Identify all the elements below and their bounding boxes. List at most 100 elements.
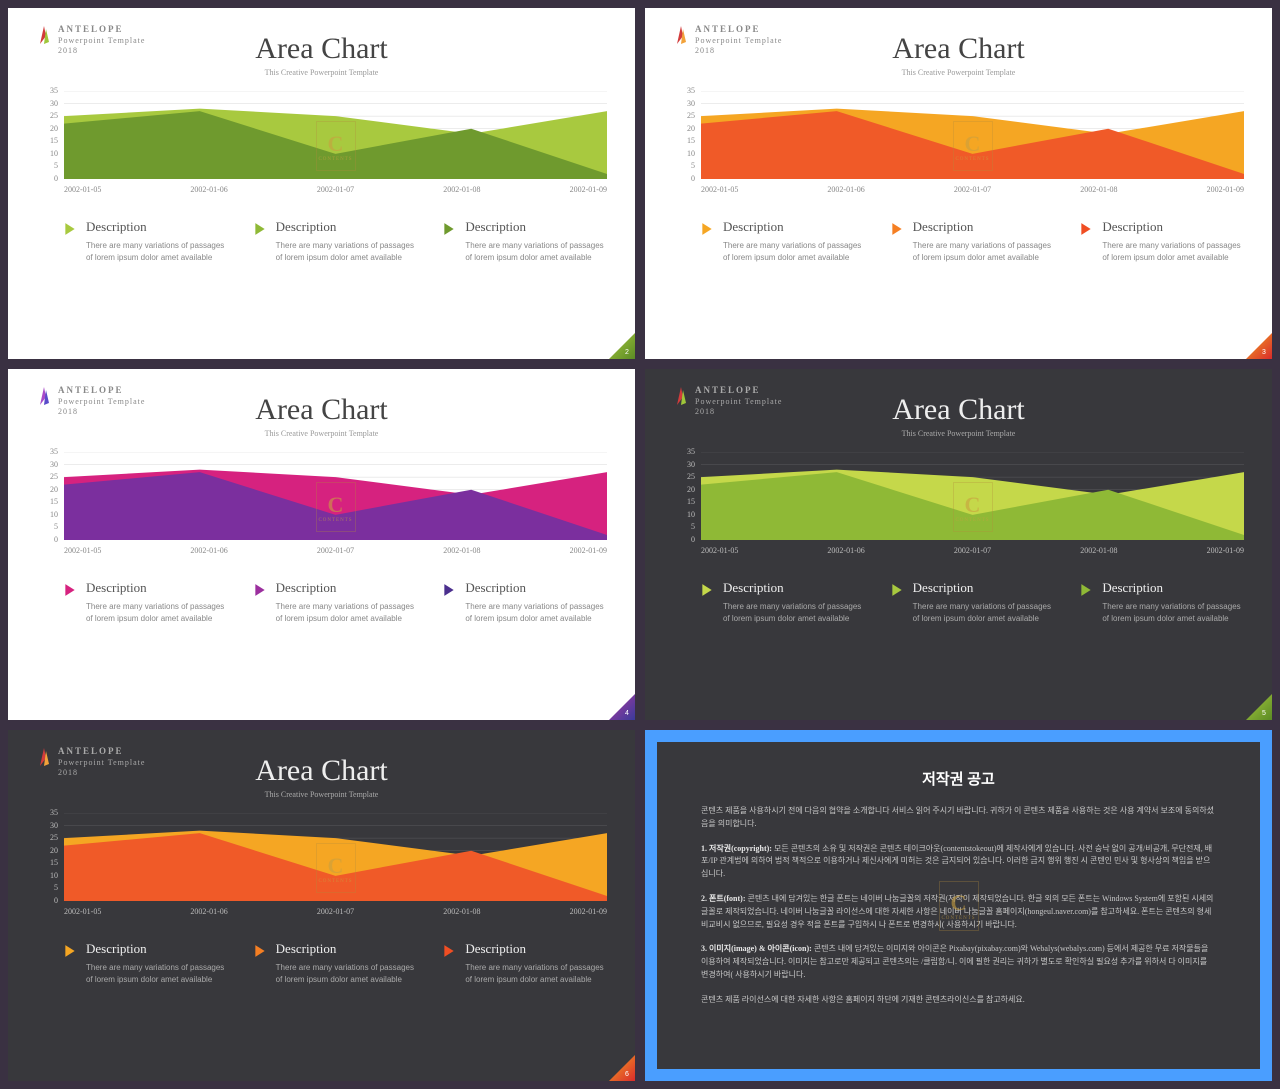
y-tick: 0 — [38, 895, 58, 906]
y-tick: 30 — [675, 98, 695, 109]
brand-sub1: Powerpoint Template — [695, 36, 782, 46]
description-title: Description — [1102, 580, 1244, 596]
area-chart: 05101520253035 2002-01-052002-01-062002-… — [64, 813, 607, 923]
x-axis: 2002-01-052002-01-062002-01-072002-01-08… — [64, 546, 607, 555]
slide-subtitle: This Creative Powerpoint Template — [673, 429, 1244, 438]
play-icon — [64, 583, 76, 597]
x-label: 2002-01-09 — [1207, 546, 1244, 555]
y-axis: 05101520253035 — [38, 813, 58, 901]
description-body: There are many variations of passages of… — [1102, 240, 1244, 264]
y-axis: 05101520253035 — [38, 452, 58, 540]
page-badge: 3 — [1246, 333, 1272, 359]
page-badge: 5 — [1246, 694, 1272, 720]
y-tick: 35 — [675, 86, 695, 97]
x-label: 2002-01-07 — [954, 546, 991, 555]
logo-block: ANTELOPE Powerpoint Template 2018 — [36, 24, 145, 56]
y-tick: 20 — [675, 484, 695, 495]
svg-text:5: 5 — [1262, 710, 1266, 717]
x-axis: 2002-01-052002-01-062002-01-072002-01-08… — [64, 907, 607, 916]
y-tick: 20 — [675, 123, 695, 134]
play-icon — [254, 583, 266, 597]
x-label: 2002-01-08 — [443, 907, 480, 916]
copyright-p2: 1. 저작권(copyright): 모든 콘텐츠의 소유 및 저작권은 콘텐츠… — [701, 843, 1216, 881]
description-block: Description There are many variations of… — [443, 580, 607, 625]
watermark-icon: C CONTENTS — [316, 482, 356, 532]
play-icon — [254, 222, 266, 236]
play-icon — [891, 583, 903, 597]
x-label: 2002-01-07 — [317, 185, 354, 194]
description-body: There are many variations of passages of… — [276, 240, 418, 264]
x-label: 2002-01-07 — [954, 185, 991, 194]
logo-icon — [673, 24, 689, 46]
y-axis: 05101520253035 — [675, 91, 695, 179]
description-block: Description There are many variations of… — [254, 941, 418, 986]
svg-text:4: 4 — [625, 710, 629, 717]
brand-name: ANTELOPE — [695, 385, 782, 397]
description-block: Description There are many variations of… — [891, 580, 1055, 625]
copyright-slide: 저작권 공고 콘텐츠 제품을 사용하시기 전에 다음의 협약을 소개합니다 서비… — [645, 730, 1272, 1081]
page-badge: 2 — [609, 333, 635, 359]
logo-icon — [36, 24, 52, 46]
description-block: Description There are many variations of… — [64, 219, 228, 264]
x-label: 2002-01-08 — [443, 546, 480, 555]
x-label: 2002-01-07 — [317, 546, 354, 555]
logo-block: ANTELOPE Powerpoint Template 2018 — [36, 385, 145, 417]
y-axis: 05101520253035 — [675, 452, 695, 540]
y-axis: 05101520253035 — [38, 91, 58, 179]
y-tick: 5 — [38, 883, 58, 894]
brand-name: ANTELOPE — [58, 746, 145, 758]
description-title: Description — [913, 580, 1055, 596]
x-label: 2002-01-06 — [190, 907, 227, 916]
description-body: There are many variations of passages of… — [723, 240, 865, 264]
x-label: 2002-01-05 — [701, 185, 738, 194]
x-label: 2002-01-05 — [64, 185, 101, 194]
description-row: Description There are many variations of… — [64, 580, 607, 625]
svg-text:2: 2 — [625, 349, 629, 356]
description-body: There are many variations of passages of… — [1102, 601, 1244, 625]
x-axis: 2002-01-052002-01-062002-01-072002-01-08… — [701, 546, 1244, 555]
x-label: 2002-01-06 — [190, 185, 227, 194]
description-block: Description There are many variations of… — [1080, 580, 1244, 625]
y-tick: 0 — [675, 534, 695, 545]
x-label: 2002-01-05 — [64, 907, 101, 916]
brand-sub1: Powerpoint Template — [58, 36, 145, 46]
description-body: There are many variations of passages of… — [913, 240, 1055, 264]
play-icon — [701, 583, 713, 597]
description-body: There are many variations of passages of… — [86, 601, 228, 625]
description-row: Description There are many variations of… — [64, 941, 607, 986]
x-label: 2002-01-05 — [64, 546, 101, 555]
play-icon — [64, 944, 76, 958]
x-label: 2002-01-06 — [827, 185, 864, 194]
copyright-p1: 콘텐츠 제품을 사용하시기 전에 다음의 협약을 소개합니다 서비스 읽어 주시… — [701, 805, 1216, 831]
y-tick: 0 — [38, 534, 58, 545]
play-icon — [891, 222, 903, 236]
description-title: Description — [723, 219, 865, 235]
copyright-p5: 콘텐츠 제품 라이선스에 대한 자세한 사항은 홈페이지 하단에 기재한 콘텐츠… — [701, 994, 1216, 1007]
y-tick: 25 — [675, 472, 695, 483]
y-tick: 10 — [675, 148, 695, 159]
y-tick: 35 — [38, 447, 58, 458]
description-block: Description There are many variations of… — [443, 219, 607, 264]
description-block: Description There are many variations of… — [64, 941, 228, 986]
description-block: Description There are many variations of… — [1080, 219, 1244, 264]
area-chart: 05101520253035 2002-01-052002-01-062002-… — [701, 452, 1244, 562]
area-chart: 05101520253035 2002-01-052002-01-062002-… — [64, 452, 607, 562]
y-tick: 30 — [38, 820, 58, 831]
description-title: Description — [465, 580, 607, 596]
page-badge: 4 — [609, 694, 635, 720]
logo-block: ANTELOPE Powerpoint Template 2018 — [673, 385, 782, 417]
logo-block: ANTELOPE Powerpoint Template 2018 — [36, 746, 145, 778]
y-tick: 20 — [38, 484, 58, 495]
y-tick: 5 — [675, 161, 695, 172]
description-body: There are many variations of passages of… — [465, 601, 607, 625]
description-body: There are many variations of passages of… — [276, 601, 418, 625]
description-title: Description — [465, 219, 607, 235]
y-tick: 20 — [38, 123, 58, 134]
y-tick: 25 — [38, 472, 58, 483]
description-body: There are many variations of passages of… — [276, 962, 418, 986]
y-tick: 5 — [38, 522, 58, 533]
watermark-icon: C CONTENTS — [316, 121, 356, 171]
brand-sub2: 2018 — [58, 768, 145, 778]
x-axis: 2002-01-052002-01-062002-01-072002-01-08… — [64, 185, 607, 194]
description-title: Description — [276, 580, 418, 596]
